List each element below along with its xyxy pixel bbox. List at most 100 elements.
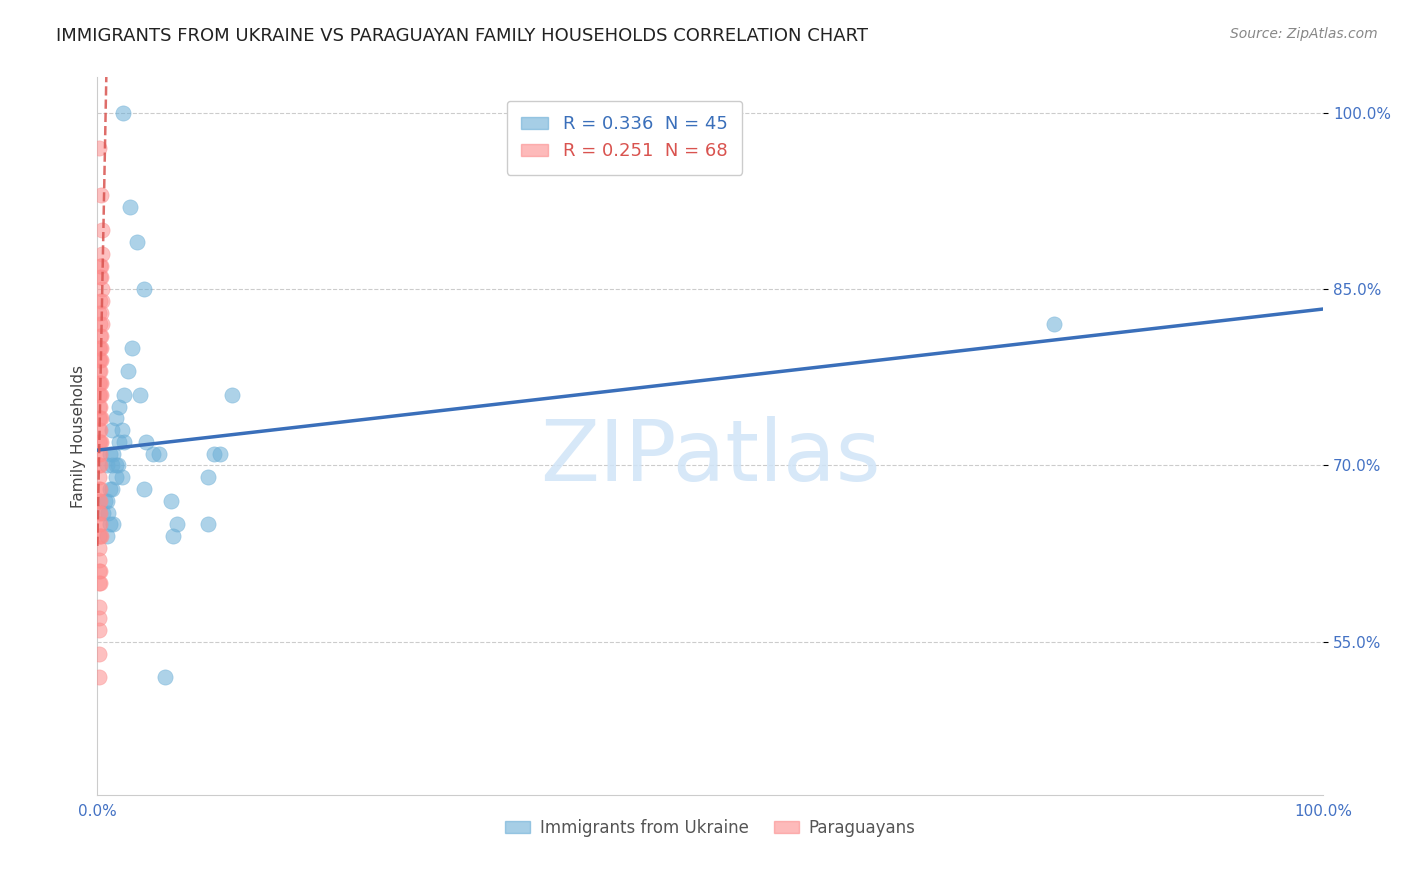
Legend: Immigrants from Ukraine, Paraguayans: Immigrants from Ukraine, Paraguayans [498,813,922,844]
Paraguayans [90,270,112,285]
Immigrants from Ukraine [132,482,155,496]
Immigrants from Ukraine [1042,318,1064,332]
Paraguayans [87,400,110,414]
Paraguayans [89,434,111,449]
Immigrants from Ukraine [162,529,184,543]
Immigrants from Ukraine [93,493,115,508]
Paraguayans [89,341,111,355]
Paraguayans [87,482,110,496]
Immigrants from Ukraine [117,364,139,378]
Paraguayans [87,364,110,378]
Paraguayans [89,376,111,391]
Paraguayans [89,447,111,461]
Immigrants from Ukraine [111,470,134,484]
Paraguayans [87,470,110,484]
Immigrants from Ukraine [166,517,188,532]
Paraguayans [87,141,110,155]
Paraguayans [90,329,112,343]
Paraguayans [90,411,112,425]
Paraguayans [87,458,110,473]
Paraguayans [89,352,111,367]
Paraguayans [87,506,110,520]
Paraguayans [87,305,110,319]
Y-axis label: Family Households: Family Households [72,365,86,508]
Paraguayans [87,434,110,449]
Immigrants from Ukraine [111,423,134,437]
Paraguayans [91,318,114,332]
Paraguayans [87,352,110,367]
Paraguayans [89,293,111,308]
Immigrants from Ukraine [148,447,170,461]
Immigrants from Ukraine [98,482,121,496]
Immigrants from Ukraine [103,517,125,532]
Paraguayans [89,364,111,378]
Paraguayans [91,247,114,261]
Paraguayans [87,623,110,637]
Paraguayans [89,517,111,532]
Paraguayans [87,529,110,543]
Immigrants from Ukraine [112,105,135,120]
Immigrants from Ukraine [160,493,183,508]
Immigrants from Ukraine [202,447,225,461]
Paraguayans [89,482,111,496]
Paraguayans [87,611,110,625]
Text: ZIPatlas: ZIPatlas [540,416,880,500]
Paraguayans [87,423,110,437]
Immigrants from Ukraine [112,434,135,449]
Paraguayans [87,341,110,355]
Paraguayans [87,576,110,591]
Paraguayans [90,434,112,449]
Paraguayans [90,341,112,355]
Immigrants from Ukraine [135,434,157,449]
Immigrants from Ukraine [104,458,127,473]
Paraguayans [89,458,111,473]
Paraguayans [87,552,110,566]
Immigrants from Ukraine [107,458,129,473]
Immigrants from Ukraine [153,670,176,684]
Paraguayans [91,223,114,237]
Immigrants from Ukraine [108,434,131,449]
Paraguayans [89,388,111,402]
Paraguayans [89,576,111,591]
Immigrants from Ukraine [112,388,135,402]
Immigrants from Ukraine [104,411,127,425]
Paraguayans [89,423,111,437]
Immigrants from Ukraine [221,388,243,402]
Immigrants from Ukraine [96,458,118,473]
Paraguayans [89,411,111,425]
Paraguayans [89,329,111,343]
Paraguayans [89,564,111,578]
Paraguayans [90,352,112,367]
Paraguayans [87,564,110,578]
Text: IMMIGRANTS FROM UKRAINE VS PARAGUAYAN FAMILY HOUSEHOLDS CORRELATION CHART: IMMIGRANTS FROM UKRAINE VS PARAGUAYAN FA… [56,27,869,45]
Paraguayans [89,259,111,273]
Paraguayans [89,270,111,285]
Immigrants from Ukraine [208,447,231,461]
Paraguayans [91,293,114,308]
Paraguayans [90,305,112,319]
Immigrants from Ukraine [141,447,163,461]
Paraguayans [90,388,112,402]
Immigrants from Ukraine [101,458,124,473]
Paraguayans [87,647,110,661]
Paraguayans [87,493,110,508]
Immigrants from Ukraine [104,470,127,484]
Paraguayans [90,188,112,202]
Immigrants from Ukraine [108,400,131,414]
Immigrants from Ukraine [101,423,124,437]
Immigrants from Ukraine [98,447,121,461]
Immigrants from Ukraine [125,235,148,249]
Paraguayans [87,376,110,391]
Text: Source: ZipAtlas.com: Source: ZipAtlas.com [1230,27,1378,41]
Paraguayans [89,493,111,508]
Paraguayans [89,529,111,543]
Paraguayans [87,447,110,461]
Immigrants from Ukraine [129,388,152,402]
Immigrants from Ukraine [121,341,143,355]
Immigrants from Ukraine [98,517,121,532]
Immigrants from Ukraine [197,470,219,484]
Paraguayans [87,599,110,614]
Paraguayans [89,506,111,520]
Immigrants from Ukraine [101,482,124,496]
Paraguayans [89,318,111,332]
